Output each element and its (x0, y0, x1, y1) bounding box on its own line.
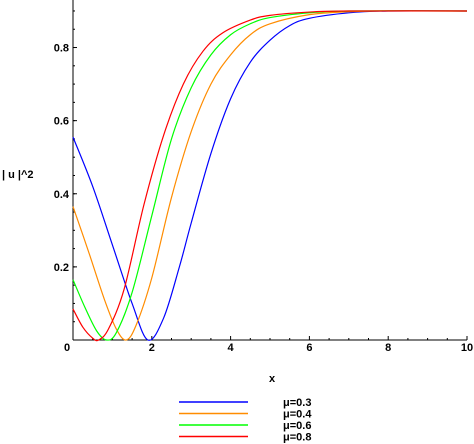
legend-label-4: μ=0.8 (283, 432, 311, 444)
x-tick-label: 0 (64, 342, 70, 354)
series-line-2 (72, 10, 468, 341)
series-layer (72, 10, 468, 342)
x-tick-label: 6 (306, 342, 312, 354)
y-tick-label: 0.8 (54, 43, 69, 55)
y-tick-label: 0.4 (54, 189, 70, 201)
x-tick-label: 8 (385, 342, 391, 354)
legend-label-2: μ=0.4 (283, 409, 312, 421)
y-tick-label: 0.2 (54, 262, 69, 274)
axes: 0 2 4 6 8 10 0.2 0.4 0.6 0.8 (54, 0, 473, 354)
x-tick-label: 2 (149, 342, 155, 354)
y-axis-label: | u |^2 (2, 169, 34, 181)
x-axis-label: x (269, 373, 276, 385)
series-line-4 (72, 10, 468, 342)
series-line-1 (72, 10, 468, 341)
x-tick-label: 10 (461, 342, 473, 354)
x-tick-label: 4 (228, 342, 235, 354)
series-line-3 (72, 10, 468, 341)
y-tick-label: 0.6 (54, 116, 69, 128)
legend-label-1: μ=0.3 (283, 397, 311, 409)
legend: μ=0.3μ=0.4μ=0.6μ=0.8 (179, 397, 312, 444)
legend-label-3: μ=0.6 (283, 420, 311, 432)
